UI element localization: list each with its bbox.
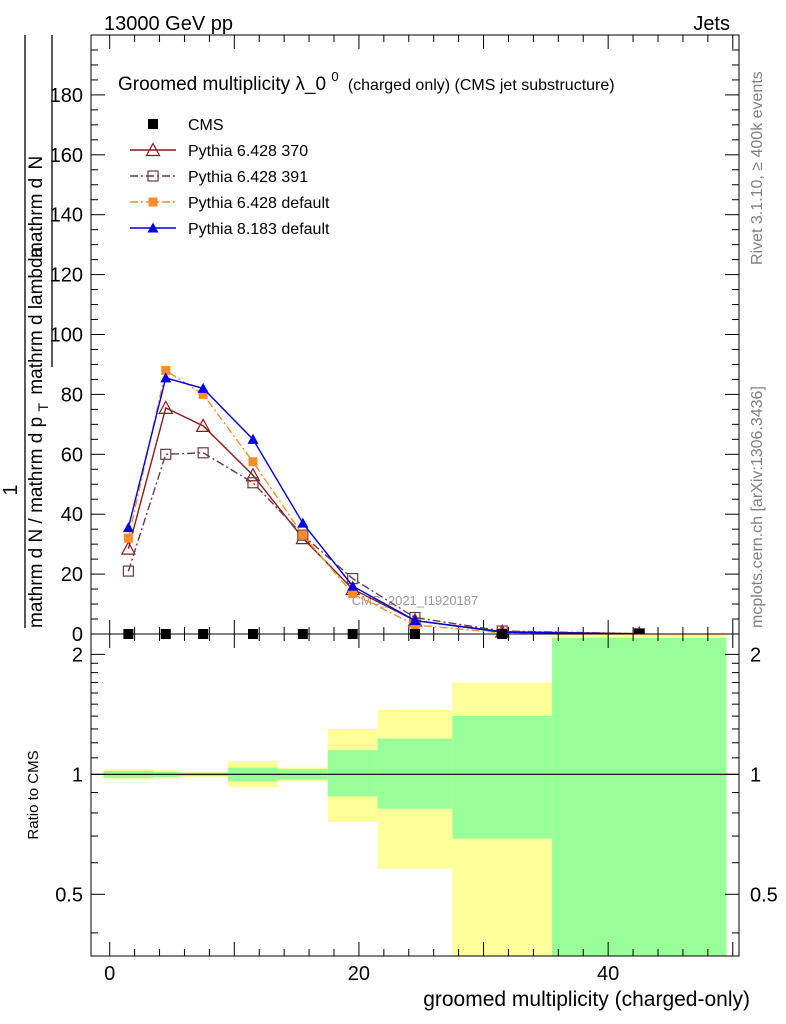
ylabel-inner-numerator: mathrm d N	[26, 156, 47, 258]
header-left: 13000 GeV pp	[104, 13, 233, 35]
data-point	[198, 389, 208, 399]
legend-entry: Pythia 6.428 370	[130, 142, 308, 160]
x-axis-label: groomed multiplicity (charged-only)	[423, 988, 750, 1011]
ratio-bands	[103, 634, 727, 956]
ratio-y-tick-label: 0.5	[55, 884, 83, 906]
data-point	[298, 530, 308, 540]
data-point	[122, 522, 134, 533]
data-point	[197, 382, 209, 393]
main-y-tick-label: 100	[50, 325, 83, 347]
title-sup: 0	[331, 69, 338, 84]
ratio-y-label: Ratio to CMS	[25, 750, 42, 839]
ratio-y-tick-label: 1	[72, 764, 83, 786]
ratio-green-band	[552, 637, 727, 956]
data-point	[348, 589, 358, 599]
data-point	[247, 433, 259, 444]
legend-label: Pythia 6.428 370	[188, 143, 308, 160]
legend: CMS Pythia 6.428 370 Pythia 6.428 391 Pythi…	[130, 117, 330, 238]
legend-entry: Pythia 6.428 default	[130, 195, 330, 212]
main-panel: 0 20 40 60 80 100 120 140 160 180 Groomed multipl…	[0, 34, 740, 646]
data-point	[245, 467, 261, 482]
ylabel-left-den-1: mathrm d N / mathrm d p	[26, 417, 47, 628]
plot-title: Groomed multiplicity λ_0 0 (charged only…	[118, 65, 615, 95]
main-y-tick-label: 40	[61, 504, 83, 526]
ylabel-left-numerator: 1	[0, 484, 22, 495]
main-y-tick-label: 140	[50, 205, 83, 227]
ratio-green-band	[452, 716, 553, 839]
legend-label: Pythia 6.428 391	[188, 169, 308, 186]
ratio-green-band	[327, 750, 378, 797]
legend-label: Pythia 6.428 default	[188, 195, 330, 212]
main-y-tick-label: 180	[50, 85, 83, 107]
ratio-x-tick-label: 20	[348, 963, 370, 985]
legend-marker	[145, 142, 161, 157]
ratio-green-band	[377, 738, 453, 809]
main-y-tick-label: 60	[61, 444, 83, 466]
data-point	[247, 477, 259, 489]
ratio-frame	[90, 633, 740, 957]
ylabel-left-den-sub: T	[35, 403, 51, 412]
title-lambda: λ_0	[295, 74, 326, 95]
data-point	[122, 565, 134, 577]
data-point	[123, 533, 133, 543]
legend-entry: Pythia 6.428 391	[130, 169, 308, 186]
data-point	[197, 447, 209, 459]
main-y-tick-label: 80	[61, 384, 83, 406]
data-point	[195, 418, 211, 432]
main-y-label: 1 mathrm d N / mathrm d p T mathrm d lam…	[0, 35, 53, 628]
legend-entry: Pythia 8.183 default	[130, 221, 330, 238]
data-point	[409, 615, 421, 626]
legend-marker	[147, 222, 159, 233]
ratio-y-tick-label-right: 2	[750, 644, 761, 666]
legend-entry: CMS	[148, 117, 224, 134]
main-x-axis	[109, 35, 734, 634]
ratio-x-tick-label: 0	[104, 963, 115, 985]
ratio-y-axis: 0.5 0.5 1 1 2 2	[55, 644, 778, 934]
ylabel-left-denominator: mathrm d N / mathrm d p T mathrm d lambd…	[26, 246, 53, 628]
mcplots-label: mcplots.cern.ch [arXiv:1306.3436]	[749, 386, 766, 628]
legend-label: Pythia 8.183 default	[188, 221, 330, 238]
data-point	[158, 400, 174, 414]
header-right: Jets	[693, 13, 730, 35]
rivet-version-label: Rivet 3.1.10, ≥ 400k events	[749, 71, 766, 265]
ylabel-num-2: N	[26, 156, 47, 170]
data-point	[347, 580, 359, 591]
ratio-x-axis: 0 20 40	[104, 634, 734, 985]
main-y-tick-label: 20	[61, 564, 83, 586]
data-point	[248, 457, 258, 467]
data-point	[161, 365, 171, 375]
ratio-y-tick-label-right: 1	[750, 764, 761, 786]
data-point	[160, 448, 172, 460]
legend-marker	[147, 170, 159, 182]
main-y-tick-label: 160	[50, 145, 83, 167]
main-y-axis: 0 20 40 60 80 100 120 140 160 180	[50, 34, 739, 646]
data-point	[160, 372, 172, 383]
ratio-y-tick-label: 2	[72, 644, 83, 666]
main-y-tick-label: 120	[50, 265, 83, 287]
data-point	[297, 517, 309, 528]
main-y-tick-label: 0	[72, 624, 83, 646]
ratio-panel: 0.5 0.5 1 1 2 2 0 20 40 Ratio to CMS groomed mu…	[25, 633, 778, 1011]
legend-marker	[148, 197, 158, 207]
ratio-y-tick-label-right: 0.5	[750, 884, 778, 906]
ylabel-left-den-2: mathrm d lambda	[26, 246, 47, 394]
ylabel-num-1: mathrm d	[26, 178, 47, 258]
ratio-x-tick-label: 40	[597, 963, 619, 985]
legend-label: CMS	[188, 117, 224, 134]
title-main: Groomed multiplicity	[118, 74, 291, 95]
data-point	[297, 529, 309, 541]
legend-marker	[148, 119, 158, 129]
data-point	[120, 540, 136, 555]
title-paren: (charged only) (CMS jet substructure)	[348, 77, 615, 94]
